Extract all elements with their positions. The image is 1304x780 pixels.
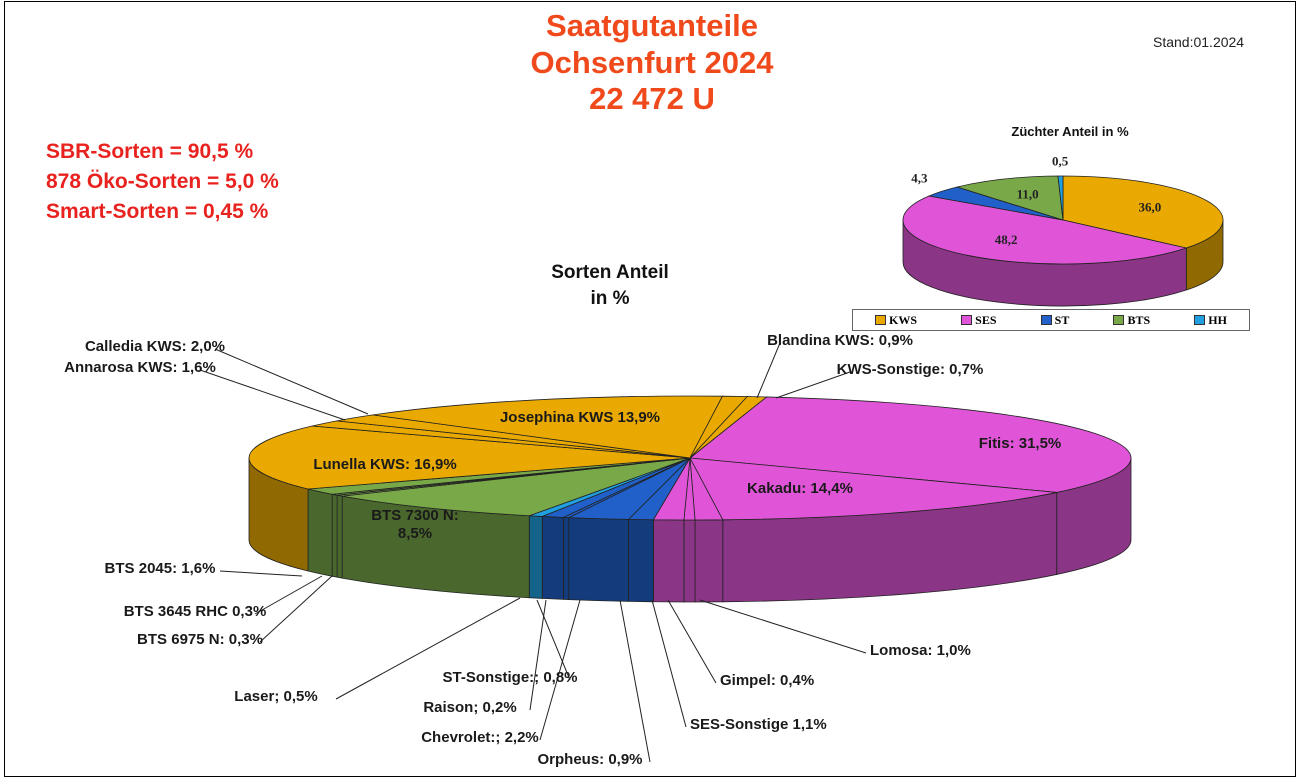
data-label: 11,0 xyxy=(1017,186,1039,201)
slice-side xyxy=(336,494,343,579)
slice-side xyxy=(694,519,724,603)
chart-title: Sorten Anteil xyxy=(551,262,669,283)
slice xyxy=(689,396,768,459)
slice-side xyxy=(568,517,629,602)
data-label: 0,5 xyxy=(1052,154,1069,169)
data-label: Lunella KWS: 16,9% xyxy=(313,456,457,473)
data-label: Josephina KWS 13,9% xyxy=(499,409,661,426)
frame xyxy=(4,1,1296,777)
data-label: Raison; 0,2% xyxy=(423,699,517,716)
data-label: 4,3 xyxy=(911,171,928,186)
legend-swatch xyxy=(875,315,887,325)
slice xyxy=(342,457,691,517)
date-stamp: Stand:01.2024 xyxy=(1153,34,1245,50)
legend-label: SES xyxy=(975,312,997,327)
data-label: 36,0 xyxy=(1138,200,1161,215)
leader-line xyxy=(539,599,581,741)
legend-swatch xyxy=(961,315,973,325)
note: SBR-Sorten = 90,5 % xyxy=(46,140,254,163)
chart-subtitle: in % xyxy=(590,288,630,309)
slice-side xyxy=(331,493,338,578)
legend-label: ST xyxy=(1054,312,1070,327)
leader-line xyxy=(651,599,687,728)
data-label: Fitis: 31,5% xyxy=(978,435,1062,452)
legend-item: BTS xyxy=(1113,313,1150,328)
data-label: Kakadu: 14,4% xyxy=(747,480,853,497)
legend-item: HH xyxy=(1194,313,1227,328)
data-label: Laser; 0,5% xyxy=(234,688,318,705)
leader-line xyxy=(756,342,781,399)
chart-title: Züchter Anteil in % xyxy=(1011,124,1129,139)
data-label: Gimpel: 0,4% xyxy=(720,672,815,689)
slice xyxy=(1057,175,1064,221)
slice xyxy=(248,425,691,490)
leader-line xyxy=(536,599,571,681)
leader-line xyxy=(214,348,369,415)
slice xyxy=(902,195,1188,265)
slice-side xyxy=(683,519,696,603)
note: 878 Öko-Sorten = 5,0 % xyxy=(46,170,279,193)
data-label: BTS 6975 N: 0,3% xyxy=(137,631,263,648)
legend-label: BTS xyxy=(1127,312,1151,327)
slice xyxy=(688,396,1132,493)
title: Saatgutanteile Ochsenfurt 2024 22 472 U xyxy=(530,8,774,117)
chart-title: Sorten Anteil in % xyxy=(551,260,669,312)
note: Smart-Sorten = 0,45 % xyxy=(46,200,269,223)
legend: KWS SES ST BTS HH xyxy=(852,309,1250,331)
slice xyxy=(372,395,724,459)
slice xyxy=(689,457,1057,521)
data-label: Calledia KWS: 2,0% xyxy=(84,338,226,355)
leader-line xyxy=(775,371,851,399)
leader-line xyxy=(335,597,521,700)
legend-swatch xyxy=(1040,315,1052,325)
legend-label: KWS xyxy=(889,312,918,327)
data-label: 48,2 xyxy=(995,232,1018,247)
data-label: BTS 7300 N: 8,5% xyxy=(371,507,459,542)
data-label: Lomosa: 1,0% xyxy=(870,642,971,659)
leader-line xyxy=(529,599,547,711)
leader-line xyxy=(254,575,323,615)
data-label: Annarosa KWS: 1,6% xyxy=(64,359,216,376)
leader-line xyxy=(619,599,651,763)
legend-item: KWS xyxy=(875,313,917,328)
slice-side xyxy=(541,515,564,600)
data-label: Chevrolet:; 2,2% xyxy=(421,729,539,746)
slice-side xyxy=(563,516,570,601)
slice xyxy=(955,175,1064,221)
slice-side xyxy=(628,518,654,603)
slice-side xyxy=(652,519,685,603)
slice-side xyxy=(528,515,543,599)
data-label: BTS 2045: 1,6% xyxy=(104,560,216,577)
legend-swatch xyxy=(1113,315,1125,325)
leader-line xyxy=(199,369,346,421)
leader-line xyxy=(699,599,867,654)
data-label: KWS-Sonstige: 0,7% xyxy=(836,361,984,378)
legend-swatch xyxy=(1194,315,1206,325)
legend-item: ST xyxy=(1040,312,1070,328)
slice xyxy=(1062,175,1224,249)
legend-label: HH xyxy=(1208,312,1227,327)
leader-line xyxy=(667,599,717,684)
leader-line xyxy=(219,570,303,577)
legend-item: SES xyxy=(961,312,997,328)
data-label: SES-Sonstige 1,1% xyxy=(690,716,827,733)
data-label: Orpheus: 0,9% xyxy=(537,751,643,768)
data-label: BTS 3645 RHC 0,3% xyxy=(123,603,267,620)
notes: SBR-Sorten = 90,5 % 878 Öko-Sorten = 5,0… xyxy=(46,137,279,227)
slice-side xyxy=(307,488,333,577)
data-label: ST-Sonstige:; 0,8% xyxy=(442,669,578,686)
leader-line xyxy=(259,575,333,643)
data-label: Blandina KWS: 0,9% xyxy=(767,332,913,349)
